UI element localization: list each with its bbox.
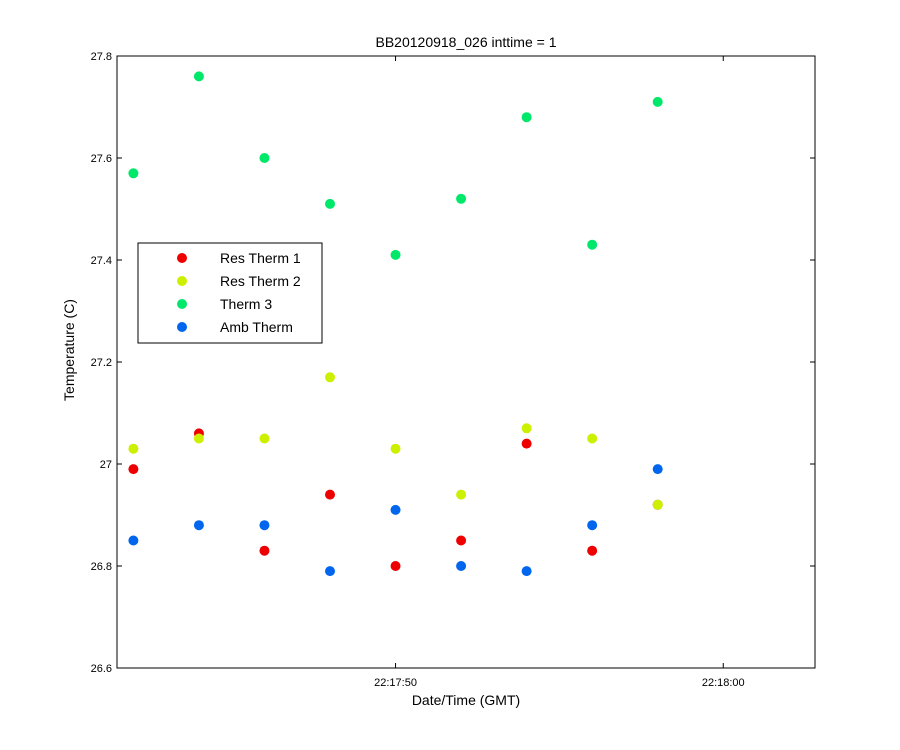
data-point bbox=[193, 433, 204, 444]
data-point bbox=[325, 566, 336, 577]
data-point bbox=[456, 535, 467, 546]
y-axis-label: Temperature (C) bbox=[61, 299, 77, 401]
series-amb-therm bbox=[128, 464, 663, 577]
data-point bbox=[587, 433, 598, 444]
data-point bbox=[587, 239, 598, 250]
data-point bbox=[128, 168, 139, 179]
data-point bbox=[193, 520, 204, 531]
data-point bbox=[521, 423, 532, 434]
y-tick-label: 27.6 bbox=[91, 153, 112, 165]
data-point bbox=[521, 566, 532, 577]
series-therm-3 bbox=[128, 71, 663, 260]
y-tick-label: 26.8 bbox=[91, 561, 112, 573]
legend-marker bbox=[177, 322, 187, 332]
y-tick-label: 27 bbox=[100, 459, 112, 471]
data-point bbox=[521, 112, 532, 123]
data-point bbox=[390, 561, 401, 571]
data-point bbox=[456, 193, 467, 204]
legend-label: Therm 3 bbox=[220, 296, 272, 312]
data-point bbox=[652, 96, 663, 107]
x-axis-ticks: 22:17:50 22:18:00 bbox=[374, 56, 745, 689]
legend: Res Therm 1 Res Therm 2 Therm 3 Amb Therm bbox=[137, 242, 323, 344]
data-point bbox=[456, 561, 467, 571]
x-tick-label: 22:18:00 bbox=[702, 677, 745, 689]
data-point bbox=[587, 545, 598, 556]
y-tick-label: 26.6 bbox=[91, 663, 112, 675]
x-axis-label: Date/Time (GMT) bbox=[412, 692, 520, 708]
data-point bbox=[652, 499, 663, 510]
y-tick-label: 27.4 bbox=[91, 255, 112, 267]
legend-box bbox=[137, 242, 323, 344]
legend-label: Res Therm 1 bbox=[220, 250, 301, 266]
data-point bbox=[521, 438, 532, 449]
data-point bbox=[325, 198, 336, 209]
data-point bbox=[259, 433, 270, 444]
data-point bbox=[390, 504, 401, 515]
plot-area bbox=[116, 55, 816, 669]
data-point bbox=[325, 489, 336, 500]
data-point bbox=[259, 153, 270, 163]
legend-marker bbox=[177, 299, 187, 309]
series-res-therm-2 bbox=[128, 372, 663, 510]
data-point bbox=[259, 545, 270, 556]
data-point bbox=[456, 489, 467, 500]
data-point bbox=[390, 249, 401, 260]
chart-title: BB20120918_026 inttime = 1 bbox=[376, 34, 557, 50]
data-point bbox=[325, 372, 336, 383]
data-point bbox=[587, 520, 598, 531]
data-point bbox=[128, 535, 139, 546]
legend-label: Res Therm 2 bbox=[220, 273, 301, 289]
y-tick-label: 27.2 bbox=[91, 357, 112, 369]
y-tick-label: 27.8 bbox=[91, 51, 112, 63]
data-point bbox=[390, 443, 401, 454]
legend-label: Amb Therm bbox=[220, 319, 293, 335]
data-point bbox=[259, 520, 270, 531]
x-tick-label: 22:17:50 bbox=[374, 677, 417, 689]
data-point bbox=[128, 443, 139, 454]
data-points bbox=[128, 71, 663, 577]
data-point bbox=[128, 464, 139, 475]
data-point bbox=[193, 71, 204, 82]
legend-marker bbox=[177, 276, 187, 286]
data-point bbox=[652, 464, 663, 475]
y-axis-ticks: 26.6 26.8 27 27.2 27.4 27.6 27.8 bbox=[91, 51, 815, 675]
legend-marker bbox=[177, 253, 187, 263]
